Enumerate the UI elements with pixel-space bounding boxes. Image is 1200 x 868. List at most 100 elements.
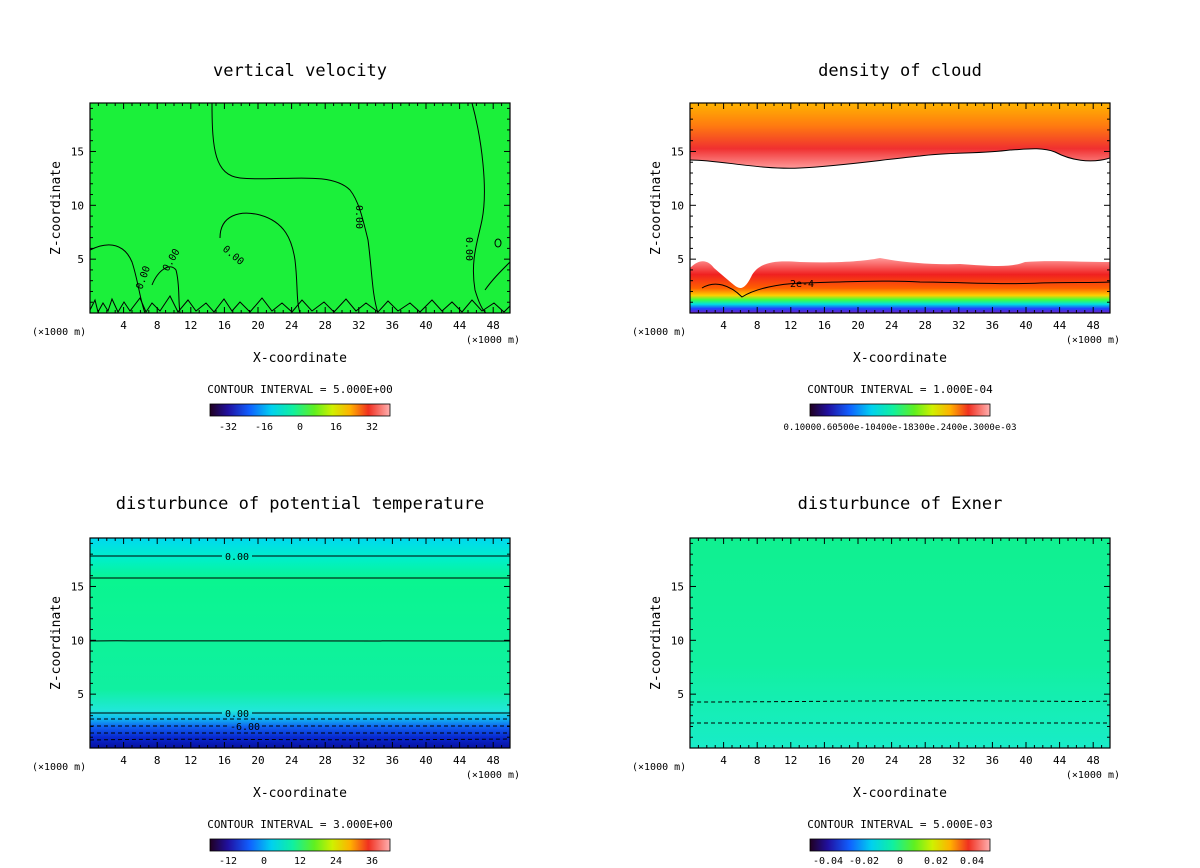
panel-title: disturbunce of potential temperature — [116, 494, 484, 514]
contour-line — [89, 295, 511, 314]
colorbar: CONTOUR INTERVAL = 5.000E+00 -32 -16 0 16 32 — [207, 383, 392, 433]
contour-interval-label: CONTOUR INTERVAL = 1.000E-04 — [807, 383, 993, 396]
x-tick-label: 16 — [218, 754, 231, 767]
y-tick-label: 5 — [677, 688, 684, 701]
contour-interval-label: CONTOUR INTERVAL = 5.000E+00 — [207, 383, 392, 396]
y-axis-title: Z-coordinate — [49, 161, 64, 255]
y-tick-label: 10 — [671, 634, 684, 647]
y-tick-label: 15 — [71, 580, 84, 593]
x-tick-label: 48 — [1087, 319, 1100, 332]
x-tick-label: 28 — [919, 754, 932, 767]
contour-line — [211, 102, 379, 314]
x-tick-label: 4 — [720, 754, 727, 767]
panel-disturbance-potential-temperature: disturbunce of potential temperature 0.0… — [32, 494, 520, 867]
x-axis-title: X-coordinate — [253, 786, 347, 801]
contour-line — [494, 238, 502, 248]
colorbar-tick-label: 0 — [897, 856, 903, 867]
colorbar-tick-labels: 0.10000.60500e-10400e-18300e.2400e.3000e… — [784, 423, 1017, 433]
contour-line — [689, 700, 1111, 703]
colorbar-strip — [809, 838, 991, 852]
x-tick-label: 12 — [184, 319, 197, 332]
colorbar: CONTOUR INTERVAL = 3.000E+00 -12 0 12 24 36 — [207, 818, 392, 867]
panel-title: disturbunce of Exner — [798, 494, 1003, 514]
colorbar-strip — [809, 403, 991, 417]
y-tick-label: 15 — [671, 145, 684, 158]
y-tick-label: 5 — [677, 253, 684, 266]
x-tick-label: 24 — [885, 754, 899, 767]
panel-title: density of cloud — [818, 61, 982, 81]
x-tick-label: 40 — [419, 319, 432, 332]
y-axis-title: Z-coordinate — [649, 596, 664, 690]
cloud-contour-line — [701, 280, 1111, 298]
x-unit-label-left: (×1000 m) — [32, 762, 86, 773]
cloud-upper-layer — [690, 103, 1110, 169]
x-tick-label: 44 — [453, 319, 467, 332]
y-tick-label: 5 — [77, 253, 84, 266]
colorbar-strip — [209, 838, 391, 852]
x-tick-label: 36 — [986, 754, 999, 767]
y-tick-label: 5 — [77, 688, 84, 701]
colorbar-ticks: -0.04 -0.02 0 0.02 0.04 — [813, 856, 984, 867]
y-tick-label: 10 — [671, 199, 684, 212]
x-tick-label: 20 — [851, 319, 864, 332]
x-axis-title: X-coordinate — [853, 786, 947, 801]
x-tick-label: 48 — [1087, 754, 1100, 767]
colorbar-tick-label: 0 — [261, 856, 267, 867]
x-unit-label-right: (×1000 m) — [466, 770, 520, 781]
colorbar-tick-label: -0.02 — [849, 856, 879, 867]
x-tick-label: 36 — [386, 754, 399, 767]
colorbar-tick-label: 24 — [330, 856, 342, 867]
colorbar-tick-label: -32 — [219, 422, 237, 433]
colorbar-tick-label: -12 — [219, 856, 237, 867]
panel-disturbance-of-exner: disturbunce of Exner 4 8 12 16 20 24 28 32 36 40 4… — [632, 494, 1120, 867]
y-axis-title: Z-coordinate — [49, 596, 64, 690]
x-tick-label: 28 — [319, 754, 332, 767]
plot-area — [690, 538, 1110, 748]
colorbar-tick-label: 16 — [330, 422, 342, 433]
colorbar-tick-label: 0.04 — [960, 856, 984, 867]
x-tick-label: 40 — [1019, 319, 1032, 332]
plot-area — [90, 103, 510, 313]
contour-line — [89, 738, 511, 741]
contour-label: 0.00 — [225, 709, 249, 720]
colorbar-tick-label: 36 — [366, 856, 378, 867]
x-tick-label: 44 — [1053, 754, 1067, 767]
x-unit-label-right: (×1000 m) — [1066, 335, 1120, 346]
x-unit-label-right: (×1000 m) — [1066, 770, 1120, 781]
contour-label: 2e-4 — [790, 279, 814, 290]
x-tick-label: 8 — [154, 319, 161, 332]
colorbar-tick-label: -0.04 — [813, 856, 843, 867]
x-tick-label: 48 — [487, 319, 500, 332]
x-tick-label: 44 — [1053, 319, 1067, 332]
x-axis-title: X-coordinate — [853, 351, 947, 366]
x-tick-label: 4 — [720, 319, 727, 332]
panel-vertical-velocity: vertical velocity 0.00 0.00 0.00 0.00 0.… — [32, 61, 520, 433]
colorbar-ticks: -12 0 12 24 36 — [219, 856, 378, 867]
contour-line — [151, 266, 181, 314]
colorbar: CONTOUR INTERVAL = 5.000E-03 -0.04 -0.02 0… — [807, 818, 992, 867]
x-tick-label: 32 — [352, 754, 365, 767]
colorbar-tick-label: -16 — [255, 422, 273, 433]
contour-line — [89, 640, 511, 642]
contour-line — [471, 102, 487, 314]
y-tick-label: 10 — [71, 199, 84, 212]
x-tick-label: 12 — [784, 319, 797, 332]
x-tick-label: 12 — [784, 754, 797, 767]
x-tick-label: 44 — [453, 754, 467, 767]
x-tick-label: 8 — [154, 754, 161, 767]
x-tick-label: 28 — [919, 319, 932, 332]
y-axis-title: Z-coordinate — [649, 161, 664, 255]
cloud-upper-edge — [689, 148, 1111, 169]
x-tick-label: 40 — [1019, 754, 1032, 767]
x-tick-label: 32 — [352, 319, 365, 332]
x-tick-label: 24 — [885, 319, 899, 332]
x-tick-label: 12 — [184, 754, 197, 767]
x-unit-label-left: (×1000 m) — [632, 762, 686, 773]
x-tick-label: 32 — [952, 754, 965, 767]
panel-title: vertical velocity — [213, 61, 387, 81]
